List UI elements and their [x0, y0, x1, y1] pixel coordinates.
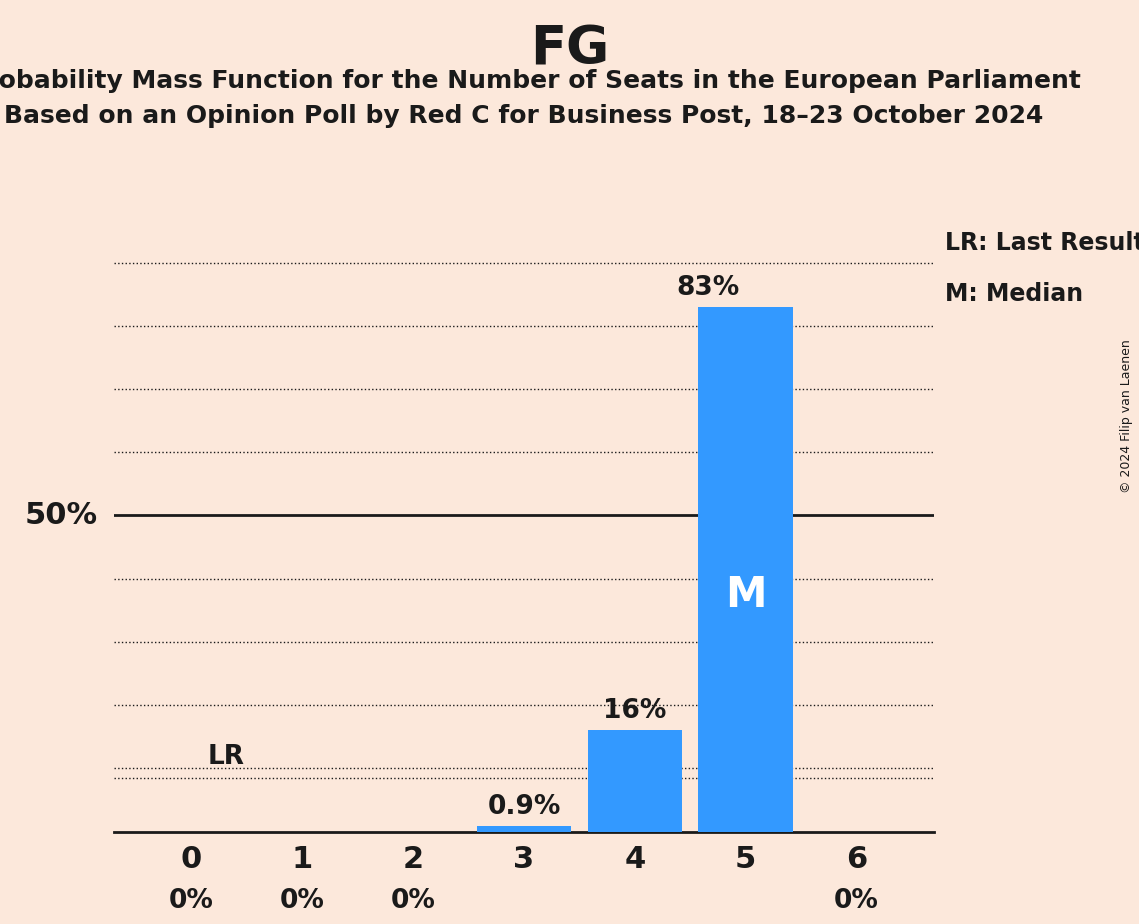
Text: M: Median: M: Median [945, 282, 1083, 306]
Text: 0%: 0% [169, 889, 214, 915]
Text: 0.9%: 0.9% [487, 794, 560, 820]
Text: FG: FG [530, 23, 609, 75]
Bar [477, 826, 571, 832]
Text: LR: LR [208, 744, 245, 771]
Text: 50%: 50% [24, 501, 98, 530]
Text: © 2024 Filip van Laenen: © 2024 Filip van Laenen [1121, 339, 1133, 492]
Text: Based on an Opinion Poll by Red C for Business Post, 18–23 October 2024: Based on an Opinion Poll by Red C for Bu… [5, 104, 1043, 128]
Text: LR: Last Result: LR: Last Result [945, 231, 1139, 255]
Text: Probability Mass Function for the Number of Seats in the European Parliament: Probability Mass Function for the Number… [0, 69, 1081, 93]
Bar [698, 307, 793, 832]
Bar [588, 731, 682, 832]
Text: 0%: 0% [834, 889, 879, 915]
Text: 16%: 16% [603, 699, 666, 724]
Text: 83%: 83% [677, 274, 740, 300]
Text: 0%: 0% [280, 889, 325, 915]
Text: M: M [724, 575, 767, 616]
Text: 0%: 0% [391, 889, 435, 915]
